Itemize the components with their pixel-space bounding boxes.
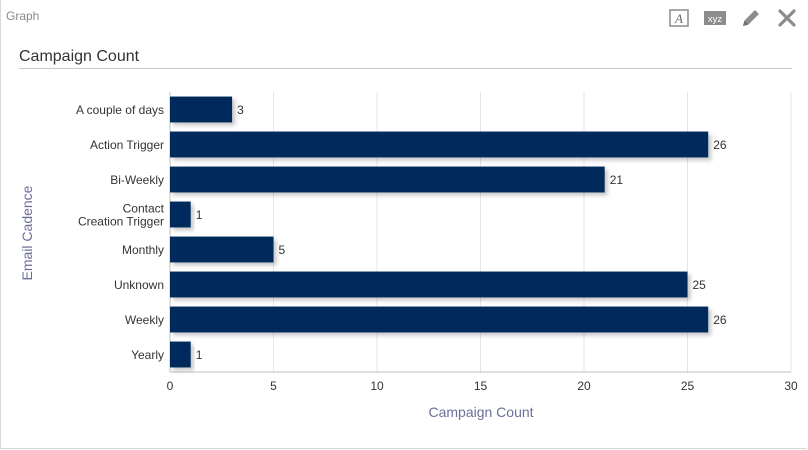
bar[interactable]	[170, 236, 274, 263]
x-tick-label: 20	[577, 379, 591, 393]
x-tick-label: 10	[370, 379, 384, 393]
bar[interactable]	[170, 96, 233, 123]
data-label: 26	[713, 138, 727, 152]
bar[interactable]	[170, 341, 191, 368]
data-label: 5	[279, 243, 286, 257]
bar[interactable]	[170, 166, 605, 193]
pencil-icon	[743, 10, 759, 26]
y-tick-label: Action Trigger	[90, 138, 164, 152]
data-label: 1	[196, 208, 203, 222]
x-axis-title: Campaign Count	[428, 404, 533, 420]
y-tick-label: Bi-Weekly	[110, 173, 164, 187]
data-labels-icon: xyz	[704, 11, 726, 25]
x-tick-label: 5	[270, 379, 277, 393]
bar[interactable]	[170, 271, 688, 298]
data-label: 25	[693, 278, 707, 292]
x-tick-label: 30	[784, 379, 798, 393]
bars	[170, 96, 709, 368]
y-tick-label: Weekly	[125, 313, 164, 327]
chart-title: Campaign Count	[19, 48, 140, 65]
svg-text:A: A	[674, 11, 683, 26]
panel-title: Graph	[6, 9, 40, 23]
data-label: 21	[610, 173, 624, 187]
data-label: 3	[237, 103, 244, 117]
close-button[interactable]	[775, 6, 799, 30]
y-axis-title: Email Cadence	[19, 185, 35, 280]
edit-button[interactable]	[739, 6, 763, 30]
data-label: 26	[713, 313, 727, 327]
close-icon	[778, 9, 796, 27]
y-tick-label: Contact Creation Trigger	[78, 202, 165, 229]
bar[interactable]	[170, 131, 709, 158]
data-label: 1	[196, 348, 203, 362]
x-tick-label: 25	[681, 379, 695, 393]
y-tick-label: Unknown	[114, 278, 164, 292]
bar[interactable]	[170, 306, 709, 333]
x-tick-label: 0	[167, 379, 174, 393]
x-tick-label: 15	[474, 379, 488, 393]
text-format-button[interactable]: A	[667, 6, 691, 30]
chart-toolbar: A xyz	[667, 6, 799, 30]
y-tick-label: Yearly	[131, 348, 164, 362]
data-labels-button[interactable]: xyz	[703, 6, 727, 30]
text-format-icon: A	[669, 9, 689, 27]
y-tick-label: A couple of days	[76, 103, 164, 117]
y-tick-label: Monthly	[122, 243, 164, 257]
bar[interactable]	[170, 201, 191, 228]
data-labels-text: xyz	[708, 14, 723, 25]
title-divider	[19, 68, 792, 69]
